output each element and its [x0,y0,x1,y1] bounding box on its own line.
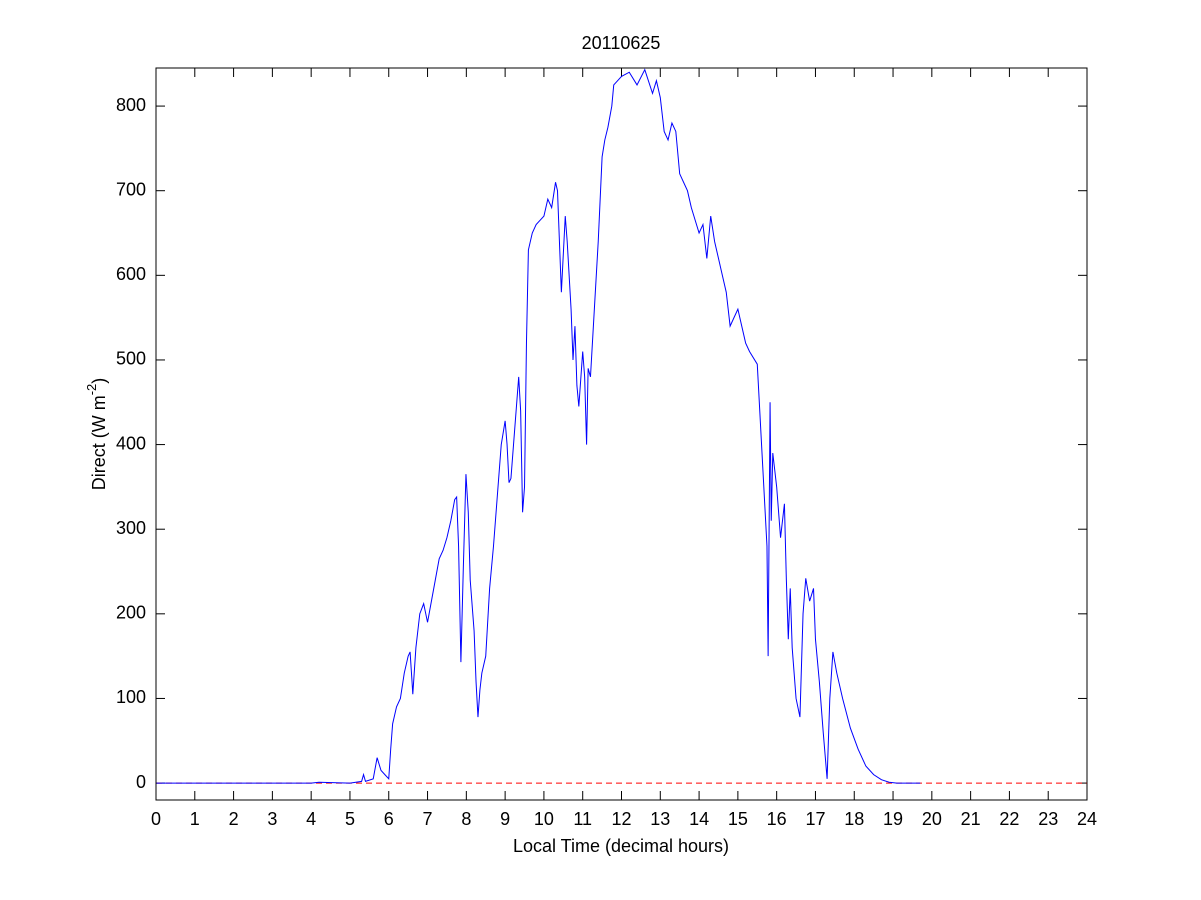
y-tick-label: 700 [116,179,146,199]
x-tick-label: 19 [883,809,903,829]
y-label-base: Direct (W m [89,395,109,490]
x-tick-label: 16 [767,809,787,829]
x-tick-label: 20 [922,809,942,829]
x-tick-label: 10 [534,809,554,829]
y-tick-label: 300 [116,518,146,538]
x-tick-label: 15 [728,809,748,829]
y-tick-label: 0 [136,772,146,792]
x-tick-label: 13 [650,809,670,829]
x-tick-label: 1 [190,809,200,829]
x-tick-label: 23 [1038,809,1058,829]
x-axis-label: Local Time (decimal hours) [513,836,729,856]
x-tick-label: 3 [267,809,277,829]
x-tick-label: 18 [844,809,864,829]
y-label-end: ) [89,378,109,384]
x-tick-label: 2 [229,809,239,829]
x-tick-label: 12 [611,809,631,829]
x-tick-label: 0 [151,809,161,829]
y-tick-label: 200 [116,603,146,623]
x-tick-label: 6 [384,809,394,829]
x-tick-label: 8 [461,809,471,829]
x-tick-label: 24 [1077,809,1097,829]
x-tick-label: 17 [805,809,825,829]
x-tick-label: 7 [423,809,433,829]
data-line [156,68,921,784]
y-tick-label: 600 [116,264,146,284]
x-tick-label: 22 [999,809,1019,829]
x-tick-label: 14 [689,809,709,829]
y-tick-label: 400 [116,433,146,453]
x-tick-label: 5 [345,809,355,829]
y-axis-label: Direct (W m-2) [84,378,108,491]
x-tick-label: 9 [500,809,510,829]
chart-title: 20110625 [582,33,661,53]
x-tick-label: 4 [306,809,316,829]
x-tick-label: 11 [573,809,592,829]
y-tick-label: 500 [116,349,146,369]
y-tick-label: 100 [116,687,146,707]
y-tick-label: 800 [116,95,146,115]
y-label-sup: -2 [84,384,99,396]
x-tick-label: 21 [961,809,981,829]
axes-box [155,67,1088,801]
